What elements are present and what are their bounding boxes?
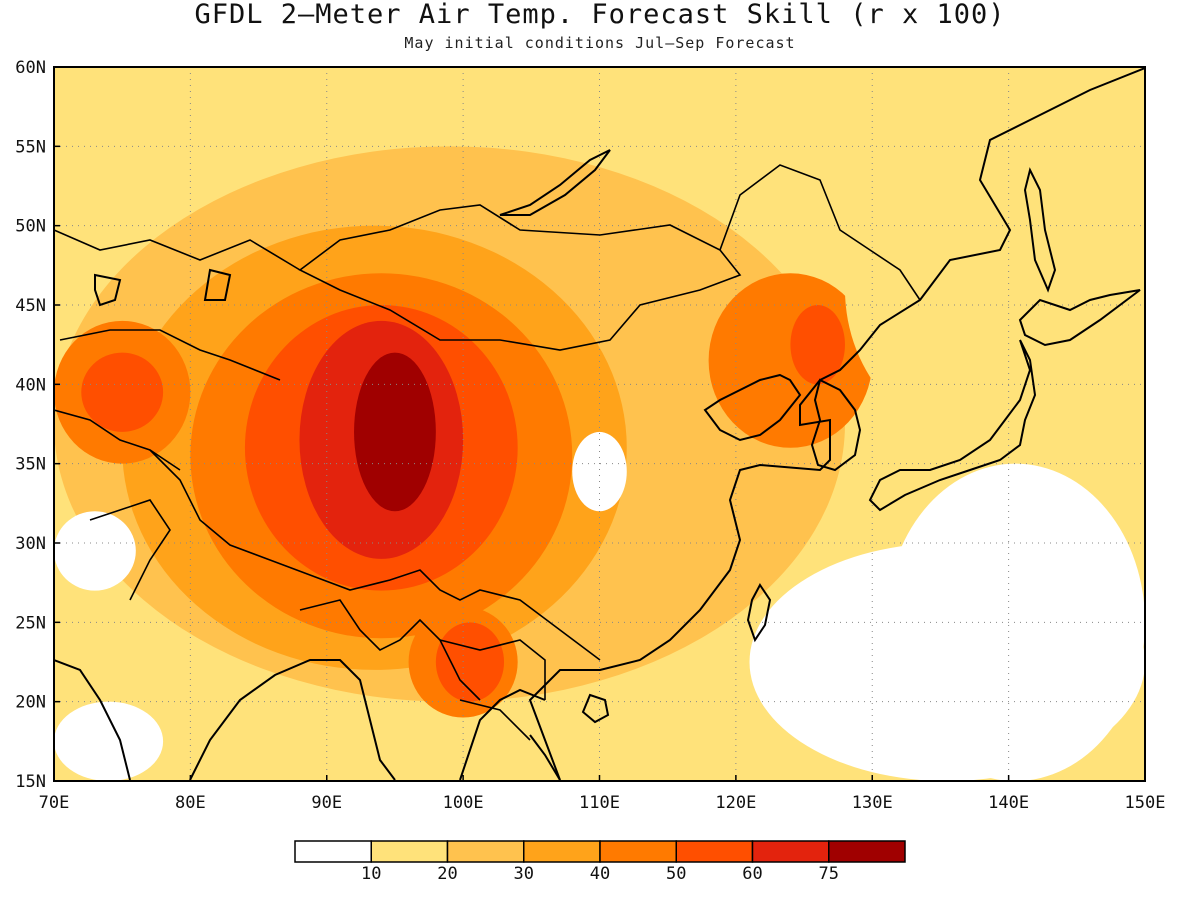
border-central-asia bbox=[54, 229, 301, 471]
lat-tick-label: 45N bbox=[15, 296, 46, 316]
gridlines bbox=[54, 67, 1145, 781]
coastline-bay-of-bengal bbox=[189, 659, 396, 781]
lat-tick-label: 30N bbox=[15, 534, 46, 554]
border-southeast-asia bbox=[439, 639, 546, 741]
coastline-indochina bbox=[459, 688, 561, 781]
map-title: GFDL 2—Meter Air Temp. Forecast Skill (r… bbox=[194, 0, 1006, 30]
lon-tick-label: 70E bbox=[39, 793, 70, 813]
lon-tick-label: 80E bbox=[175, 793, 206, 813]
colorbar-label: 60 bbox=[742, 864, 762, 884]
colorbar-swatch bbox=[828, 840, 906, 863]
lon-tick-label: 120E bbox=[715, 793, 756, 813]
skill-region bbox=[54, 701, 164, 781]
skill-region bbox=[572, 431, 627, 512]
skill-region bbox=[81, 352, 164, 432]
longitude-labels: 70E 80E 90E 100E 110E 120E 130E 140E 150E bbox=[39, 775, 1166, 813]
colorbar-swatch bbox=[523, 840, 601, 863]
lat-tick-label: 55N bbox=[15, 137, 46, 157]
map-subtitle: May initial conditions Jul—Sep Forecast bbox=[404, 34, 796, 52]
lat-tick-label: 50N bbox=[15, 217, 46, 237]
skill-shading bbox=[54, 67, 1145, 781]
skill-region bbox=[844, 130, 1145, 448]
latitude-labels: 15N 20N 25N 30N 35N 40N 45N 50N 55N 60N bbox=[15, 58, 60, 792]
border-himalaya bbox=[149, 449, 601, 661]
border-south-asia bbox=[89, 499, 481, 701]
lat-tick-label: 25N bbox=[15, 613, 46, 633]
lat-tick-label: 40N bbox=[15, 375, 46, 395]
colorbar-swatch bbox=[599, 840, 677, 863]
colorbar-swatch bbox=[294, 840, 372, 863]
border-mongolia bbox=[298, 204, 742, 351]
lat-tick-label: 35N bbox=[15, 455, 46, 475]
colorbar-label: 40 bbox=[590, 864, 610, 884]
skill-region bbox=[354, 352, 436, 512]
colorbar: 10 20 30 40 50 60 75 bbox=[294, 840, 906, 884]
coastline-india-west bbox=[54, 659, 131, 781]
skill-region bbox=[749, 543, 1145, 781]
coastline-taiwan bbox=[746, 583, 772, 643]
colorbar-swatch bbox=[370, 840, 449, 863]
coastline-hokkaido bbox=[1018, 289, 1141, 347]
coastline-china-east bbox=[528, 67, 1145, 781]
lon-tick-label: 100E bbox=[443, 793, 484, 813]
lon-tick-label: 130E bbox=[852, 793, 893, 813]
skill-region bbox=[435, 622, 505, 702]
lon-tick-label: 140E bbox=[988, 793, 1029, 813]
lake-baikal bbox=[499, 149, 611, 216]
coastlines bbox=[54, 67, 1145, 781]
colorbar-label: 20 bbox=[437, 864, 457, 884]
colorbar-label: 30 bbox=[514, 864, 534, 884]
lon-tick-label: 110E bbox=[579, 793, 620, 813]
lat-tick-label: 15N bbox=[15, 772, 46, 792]
colorbar-swatch bbox=[675, 840, 754, 863]
coastline-hainan bbox=[581, 693, 610, 724]
lon-tick-label: 150E bbox=[1125, 793, 1166, 813]
lon-tick-label: 90E bbox=[311, 793, 342, 813]
lat-tick-label: 60N bbox=[15, 58, 46, 78]
colorbar-swatch bbox=[446, 840, 525, 863]
lat-tick-label: 20N bbox=[15, 693, 46, 713]
coastline-bohai bbox=[703, 373, 802, 442]
caspian-aral bbox=[94, 268, 232, 307]
border-china-russia bbox=[719, 164, 921, 301]
coastline-korea bbox=[810, 378, 862, 472]
skill-region bbox=[790, 305, 845, 385]
skill-region bbox=[54, 511, 136, 591]
colorbar-label: 75 bbox=[819, 864, 839, 884]
colorbar-label: 10 bbox=[361, 864, 381, 884]
colorbar-swatch bbox=[751, 840, 830, 863]
coastline-sakhalin bbox=[1023, 167, 1057, 293]
colorbar-label: 50 bbox=[666, 864, 686, 884]
coastline-japan bbox=[868, 339, 1037, 512]
